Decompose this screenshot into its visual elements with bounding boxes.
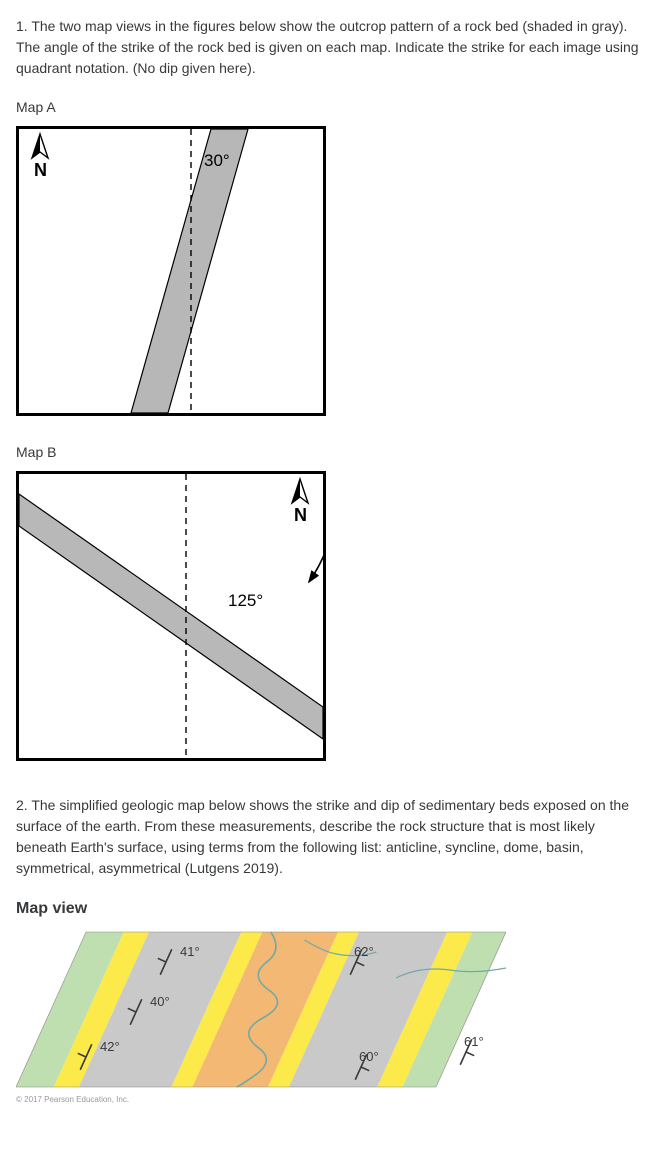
question-1: 1. The two map views in the figures belo…	[16, 16, 639, 79]
svg-text:N: N	[34, 160, 47, 180]
svg-text:41°: 41°	[180, 944, 200, 959]
svg-text:61°: 61°	[464, 1034, 484, 1049]
north-arrow-icon: N	[292, 479, 308, 525]
geologic-map-figure: 41° 40° 42° 62° 60° 61°	[16, 927, 506, 1092]
svg-text:30°: 30°	[204, 151, 230, 170]
svg-text:42°: 42°	[100, 1039, 120, 1054]
map-b-label: Map B	[16, 442, 639, 463]
svg-text:40°: 40°	[150, 994, 170, 1009]
copyright-text: © 2017 Pearson Education, Inc.	[16, 1094, 639, 1106]
question-2: 2. The simplified geologic map below sho…	[16, 795, 639, 879]
question-1-text: 1. The two map views in the figures belo…	[16, 16, 639, 79]
map-view-title: Map view	[16, 897, 639, 921]
north-arrow-icon: N	[32, 134, 48, 180]
svg-text:62°: 62°	[354, 944, 374, 959]
svg-text:60°: 60°	[359, 1049, 379, 1064]
question-2-text: 2. The simplified geologic map below sho…	[16, 795, 639, 879]
map-b-figure: 125° N	[16, 471, 326, 761]
svg-text:N: N	[294, 505, 307, 525]
svg-text:125°: 125°	[228, 591, 263, 610]
map-a-figure: 30° N	[16, 126, 326, 416]
map-a-label: Map A	[16, 97, 639, 118]
